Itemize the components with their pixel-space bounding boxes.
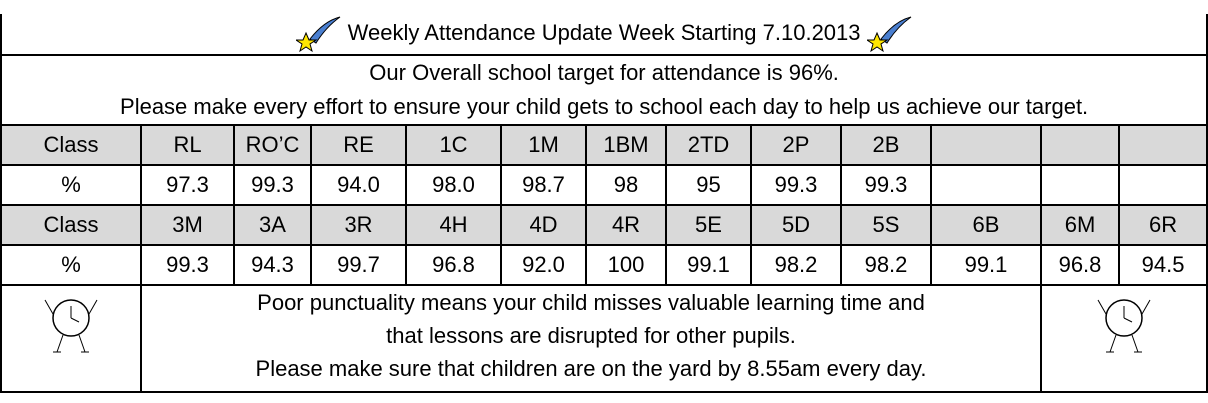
cell: 99.1	[931, 245, 1041, 285]
cell: 6B	[931, 205, 1041, 245]
cell: 4H	[406, 205, 501, 245]
cell: RL	[141, 125, 234, 165]
footer-text: Poor punctuality means your child misses…	[141, 285, 1041, 392]
star-icon	[296, 15, 342, 53]
footer-row: Poor punctuality means your child misses…	[1, 285, 1207, 392]
empty-cell	[1041, 165, 1119, 205]
cell: 99.1	[666, 245, 751, 285]
icon-cell	[1041, 285, 1207, 392]
footer-line: Poor punctuality means your child misses…	[142, 286, 1040, 319]
star-icon	[867, 15, 913, 53]
cell: 96.8	[1041, 245, 1119, 285]
empty-cell	[1041, 125, 1119, 165]
cell: 97.3	[141, 165, 234, 205]
cell: 94.0	[311, 165, 406, 205]
cell: 99.3	[841, 165, 931, 205]
cell: 5D	[751, 205, 841, 245]
cell: 99.3	[141, 245, 234, 285]
title-cell: Weekly Attendance Update Week Starting 7…	[1, 14, 1207, 55]
cell: 99.3	[751, 165, 841, 205]
cell: 99.7	[311, 245, 406, 285]
row-label: %	[1, 165, 141, 205]
footer-line: that lessons are disrupted for other pup…	[142, 319, 1040, 352]
cell: 2B	[841, 125, 931, 165]
empty-cell	[931, 165, 1041, 205]
cell: 2TD	[666, 125, 751, 165]
row-label: Class	[1, 125, 141, 165]
table-body: Weekly Attendance Update Week Starting 7…	[1, 14, 1207, 392]
icon-cell	[1, 285, 141, 392]
intro-line: Please make every effort to ensure your …	[1, 90, 1207, 125]
cell: 3A	[234, 205, 311, 245]
cell: 1BM	[586, 125, 666, 165]
row-label: %	[1, 245, 141, 285]
cell: 100	[586, 245, 666, 285]
intro-line: Our Overall school target for attendance…	[1, 55, 1207, 90]
empty-cell	[1119, 165, 1207, 205]
cell: 1M	[501, 125, 586, 165]
cell: 4R	[586, 205, 666, 245]
cell: 96.8	[406, 245, 501, 285]
clock-icon	[41, 286, 101, 356]
cell: 6M	[1041, 205, 1119, 245]
cell: 92.0	[501, 245, 586, 285]
cell: 98	[586, 165, 666, 205]
cell: RO’C	[234, 125, 311, 165]
cell: 6R	[1119, 205, 1207, 245]
cell: RE	[311, 125, 406, 165]
cell: 1C	[406, 125, 501, 165]
cell: 3R	[311, 205, 406, 245]
cell: 2P	[751, 125, 841, 165]
cell: 95	[666, 165, 751, 205]
cell: 98.2	[751, 245, 841, 285]
cell: 5E	[666, 205, 751, 245]
footer-line: Please make sure that children are on th…	[142, 352, 1040, 385]
cell: 98.0	[406, 165, 501, 205]
title-row: Weekly Attendance Update Week Starting 7…	[1, 14, 1207, 55]
empty-cell	[931, 125, 1041, 165]
title: Weekly Attendance Update Week Starting 7…	[348, 20, 861, 45]
cell: 99.3	[234, 165, 311, 205]
intro-row: Our Overall school target for attendance…	[1, 55, 1207, 90]
row-label: Class	[1, 205, 141, 245]
cell: 98.7	[501, 165, 586, 205]
cell: 98.2	[841, 245, 931, 285]
clock-icon	[1094, 286, 1154, 356]
empty-cell	[1119, 125, 1207, 165]
cell: 3M	[141, 205, 234, 245]
intro-row: Please make every effort to ensure your …	[1, 90, 1207, 125]
attendance-sheet: Weekly Attendance Update Week Starting 7…	[0, 14, 1208, 393]
cell: 94.3	[234, 245, 311, 285]
cell: 4D	[501, 205, 586, 245]
cell: 5S	[841, 205, 931, 245]
cell: 94.5	[1119, 245, 1207, 285]
page: Weekly Attendance Update Week Starting 7…	[0, 0, 1208, 403]
